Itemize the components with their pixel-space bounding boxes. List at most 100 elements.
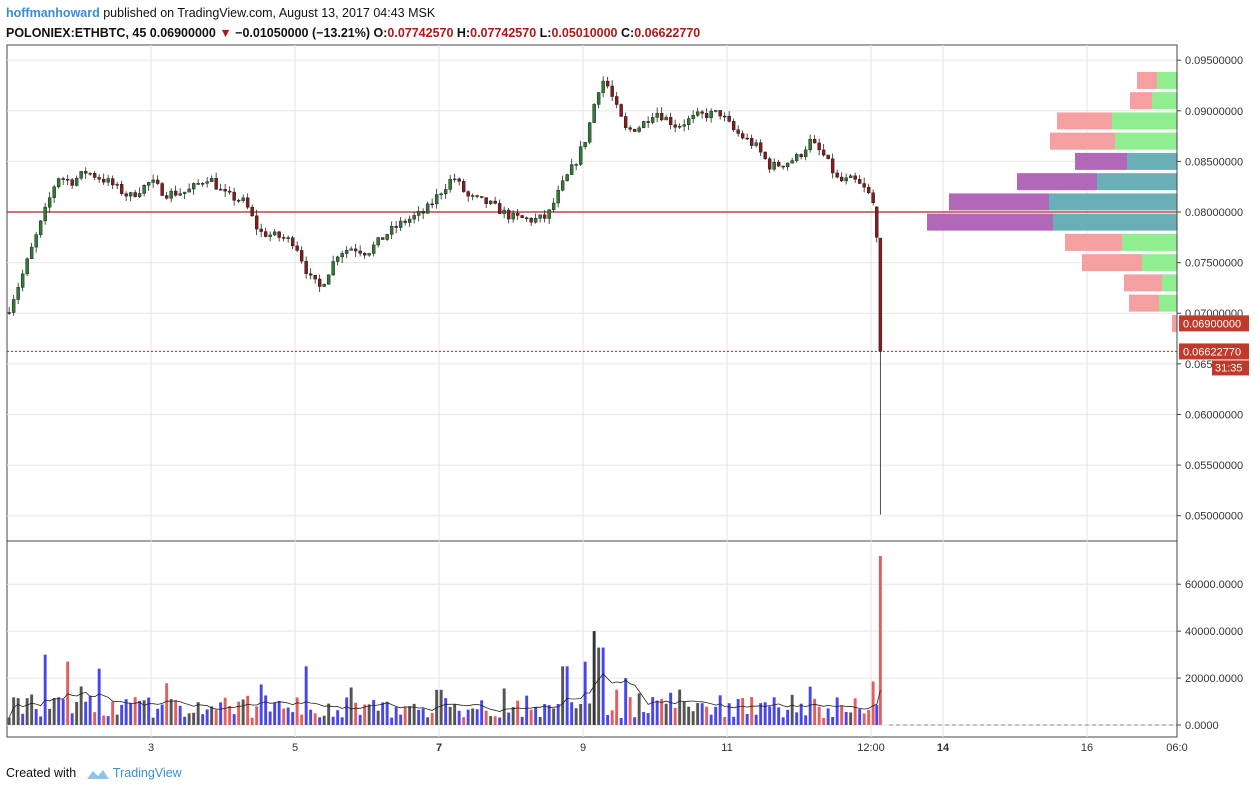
candle-up xyxy=(38,220,43,235)
volume-bar xyxy=(493,716,497,725)
candle-up xyxy=(790,160,794,164)
candle-up xyxy=(115,183,119,186)
volume-bar xyxy=(237,701,241,725)
candle-down xyxy=(758,142,763,153)
candle-up xyxy=(803,149,808,158)
candle-up xyxy=(191,183,196,190)
volume-bar xyxy=(232,714,236,725)
volume-bar xyxy=(115,714,119,725)
candle-up xyxy=(443,189,448,195)
time-tick-label: 5 xyxy=(292,742,298,754)
volume-bar xyxy=(484,710,488,725)
close-price-badge xyxy=(1179,343,1249,360)
author-link[interactable]: hoffmanhoward xyxy=(6,6,100,20)
symbol-label[interactable]: POLONIEX:ETHBTC, 45 xyxy=(6,26,147,40)
candle-down xyxy=(722,115,727,118)
profile-bar-up xyxy=(1152,92,1177,110)
volume-tick-label: 60000.0000 xyxy=(1185,579,1243,591)
candle-up xyxy=(470,195,475,197)
price-axis[interactable]: 0.09500000 0.09000000 0.08500000 0.08000000… xyxy=(1176,45,1243,737)
footer: Created with TradingView xyxy=(6,766,182,780)
candle-up xyxy=(182,191,187,194)
volume-bar xyxy=(93,712,97,725)
candle-up xyxy=(425,203,430,214)
candle-down xyxy=(65,179,70,181)
candle-down xyxy=(821,149,826,156)
candle-up xyxy=(772,161,776,170)
candle-up xyxy=(448,178,452,190)
candle-down xyxy=(70,179,74,186)
volume-bar xyxy=(430,712,434,725)
volume-bar xyxy=(61,699,65,725)
volume-bar xyxy=(133,697,137,725)
profile-bar-down xyxy=(1017,173,1097,191)
volume-bar xyxy=(228,705,232,725)
volume-bar xyxy=(426,717,430,725)
time-axis[interactable]: 3 5 7 9 11 12:00 14 16 06:0 xyxy=(148,742,1188,754)
candle-down xyxy=(745,137,749,140)
candle-down xyxy=(610,85,614,97)
created-with-text: Created with xyxy=(6,766,77,780)
candle-down xyxy=(110,178,115,186)
volume-bar xyxy=(214,709,218,725)
candle-down xyxy=(542,214,547,219)
time-tick-label: 3 xyxy=(148,742,154,754)
candle-down xyxy=(668,117,673,126)
candle-down xyxy=(493,200,497,204)
volume-bar xyxy=(75,701,79,725)
candle-up xyxy=(434,194,439,205)
volume-bar xyxy=(475,709,479,725)
tradingview-logo-icon[interactable] xyxy=(86,768,110,780)
volume-bar xyxy=(601,647,605,725)
candle-down xyxy=(290,237,295,247)
profile-bar-up xyxy=(1162,274,1177,292)
candle-down xyxy=(767,158,772,170)
candle-down xyxy=(83,171,88,174)
volume-bar xyxy=(556,703,560,725)
volume-bar xyxy=(57,697,61,725)
volume-bar xyxy=(111,701,115,725)
candle-down xyxy=(853,175,857,180)
candle-up xyxy=(691,115,695,119)
candle-up xyxy=(178,193,182,196)
candle-down xyxy=(875,206,879,238)
horizontal-line[interactable] xyxy=(7,211,1177,352)
volume-bar xyxy=(48,708,52,725)
candlestick-series xyxy=(7,76,883,515)
candle-up xyxy=(452,178,457,181)
candle-up xyxy=(547,209,551,219)
volume-bar xyxy=(124,699,128,725)
candle-up xyxy=(637,127,641,132)
volume-bar xyxy=(804,715,808,725)
volume-bar xyxy=(723,717,727,725)
candle-down xyxy=(164,195,169,199)
volume-bar xyxy=(628,697,632,725)
candle-down xyxy=(623,116,628,128)
volume-bar xyxy=(12,697,16,725)
candle-up xyxy=(502,209,506,214)
volume-bar xyxy=(705,706,709,725)
candle-up xyxy=(686,118,691,125)
volume-bar xyxy=(592,631,596,725)
volume-bar xyxy=(120,704,124,725)
tradingview-brand[interactable]: TradingView xyxy=(112,766,182,780)
volume-bar xyxy=(52,697,56,725)
candle-down xyxy=(227,190,232,193)
candle-down xyxy=(263,231,268,237)
candle-up xyxy=(335,256,340,262)
volume-bar xyxy=(205,709,209,725)
volume-bar xyxy=(88,695,92,725)
candle-down xyxy=(461,181,466,192)
volume-bar xyxy=(358,714,362,725)
time-tick-label: 9 xyxy=(580,742,586,754)
volume-bar xyxy=(660,698,664,725)
candle-down xyxy=(259,228,263,232)
price-tick-label: 0.08500000 xyxy=(1185,156,1243,168)
volume-tick-label: 0.0000 xyxy=(1185,720,1219,732)
volume-bar xyxy=(129,703,133,725)
volume-axis[interactable]: 60000.0000 40000.0000 20000.0000 0.0000 xyxy=(1177,579,1243,732)
volume-bar xyxy=(700,703,704,725)
countdown-badge-text: 31:35 xyxy=(1215,362,1243,374)
volume-bar xyxy=(444,698,448,725)
profile-bar-up xyxy=(1127,152,1177,170)
